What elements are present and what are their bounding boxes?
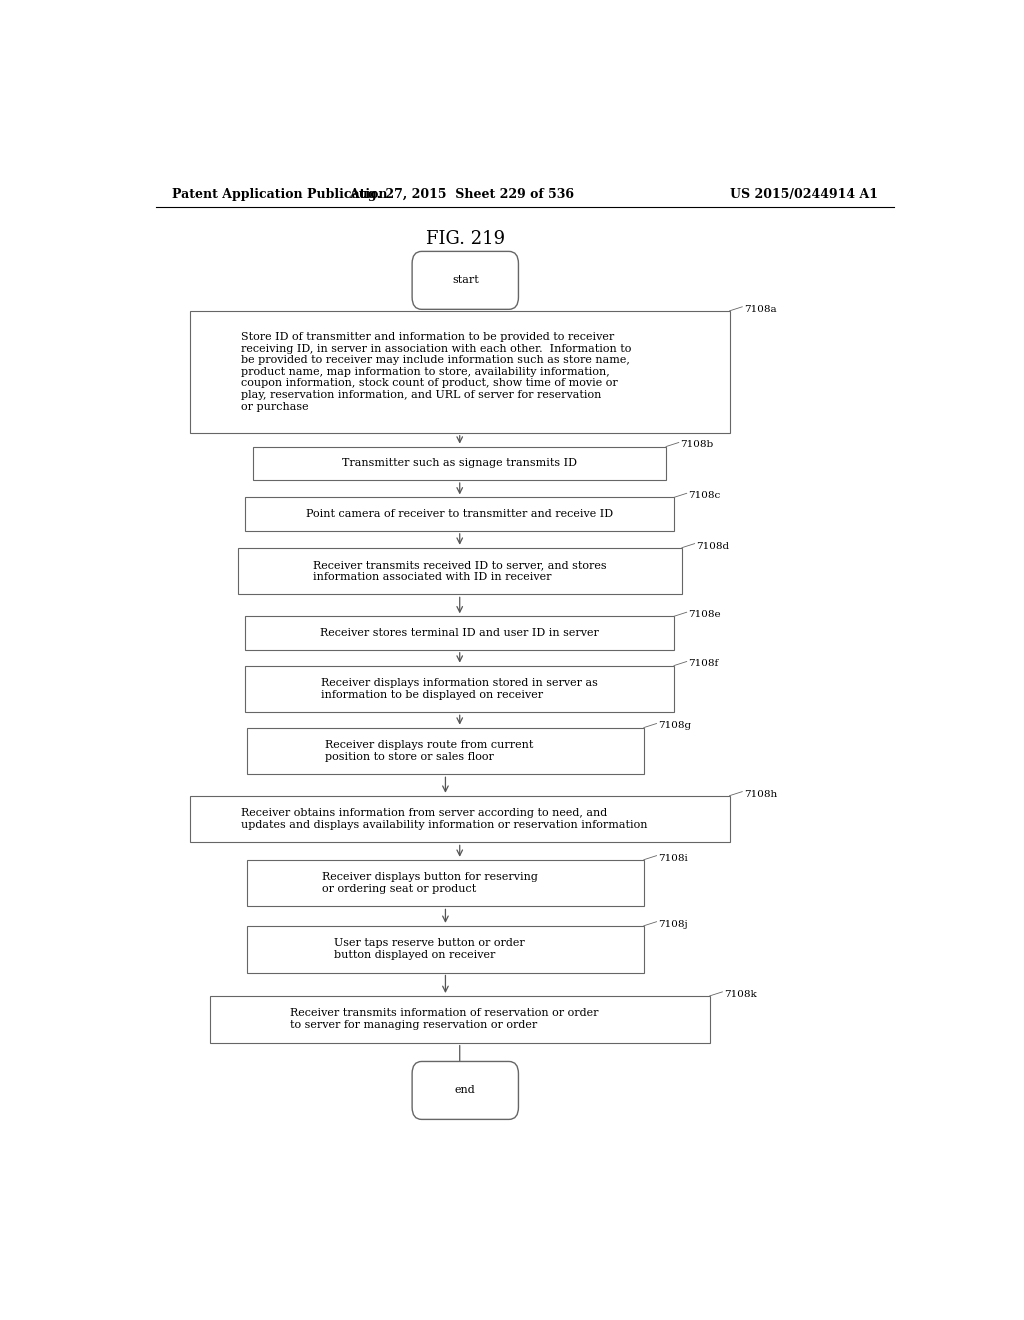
Text: FIG. 219: FIG. 219: [426, 230, 505, 248]
Text: Receiver displays information stored in server as
information to be displayed on: Receiver displays information stored in …: [322, 678, 598, 700]
Text: 7108c: 7108c: [688, 491, 721, 500]
Bar: [210, 995, 710, 1043]
Text: Receiver displays route from current
position to store or sales floor: Receiver displays route from current pos…: [326, 741, 534, 762]
Bar: [253, 446, 666, 480]
Bar: [246, 616, 674, 649]
Text: Aug. 27, 2015  Sheet 229 of 536: Aug. 27, 2015 Sheet 229 of 536: [349, 189, 573, 202]
Bar: [247, 727, 644, 775]
Text: 7108e: 7108e: [688, 610, 721, 619]
Text: Receiver obtains information from server according to need, and
updates and disp: Receiver obtains information from server…: [241, 808, 647, 830]
Text: Store ID of transmitter and information to be provided to receiver
receiving ID,: Store ID of transmitter and information …: [241, 333, 631, 412]
Bar: [247, 859, 644, 907]
Text: start: start: [452, 276, 478, 285]
Text: 7108g: 7108g: [658, 722, 691, 730]
Text: Receiver transmits information of reservation or order
to server for managing re: Receiver transmits information of reserv…: [290, 1008, 598, 1030]
Text: 7108f: 7108f: [688, 660, 719, 668]
Text: Receiver stores terminal ID and user ID in server: Receiver stores terminal ID and user ID …: [321, 628, 599, 638]
Bar: [246, 665, 674, 713]
Text: Transmitter such as signage transmits ID: Transmitter such as signage transmits ID: [342, 458, 578, 469]
Text: 7108a: 7108a: [743, 305, 776, 314]
Text: Receiver transmits received ID to server, and stores
information associated with: Receiver transmits received ID to server…: [313, 560, 606, 582]
Text: 7108h: 7108h: [743, 789, 777, 799]
Text: 7108d: 7108d: [696, 541, 729, 550]
Text: Point camera of receiver to transmitter and receive ID: Point camera of receiver to transmitter …: [306, 510, 613, 519]
Text: Patent Application Publication: Patent Application Publication: [172, 189, 387, 202]
Bar: [189, 796, 729, 842]
Text: Receiver displays button for reserving
or ordering seat or product: Receiver displays button for reserving o…: [322, 873, 538, 894]
Text: end: end: [455, 1085, 476, 1096]
Text: 7108i: 7108i: [658, 854, 688, 862]
Bar: [189, 312, 729, 433]
Text: 7108k: 7108k: [724, 990, 757, 999]
Bar: [246, 498, 674, 531]
Bar: [238, 548, 682, 594]
Text: 7108j: 7108j: [658, 920, 688, 929]
FancyBboxPatch shape: [412, 251, 518, 309]
Bar: [247, 925, 644, 973]
Text: US 2015/0244914 A1: US 2015/0244914 A1: [730, 189, 878, 202]
Text: User taps reserve button or order
button displayed on receiver: User taps reserve button or order button…: [334, 939, 525, 960]
FancyBboxPatch shape: [412, 1061, 518, 1119]
Text: 7108b: 7108b: [680, 441, 714, 449]
